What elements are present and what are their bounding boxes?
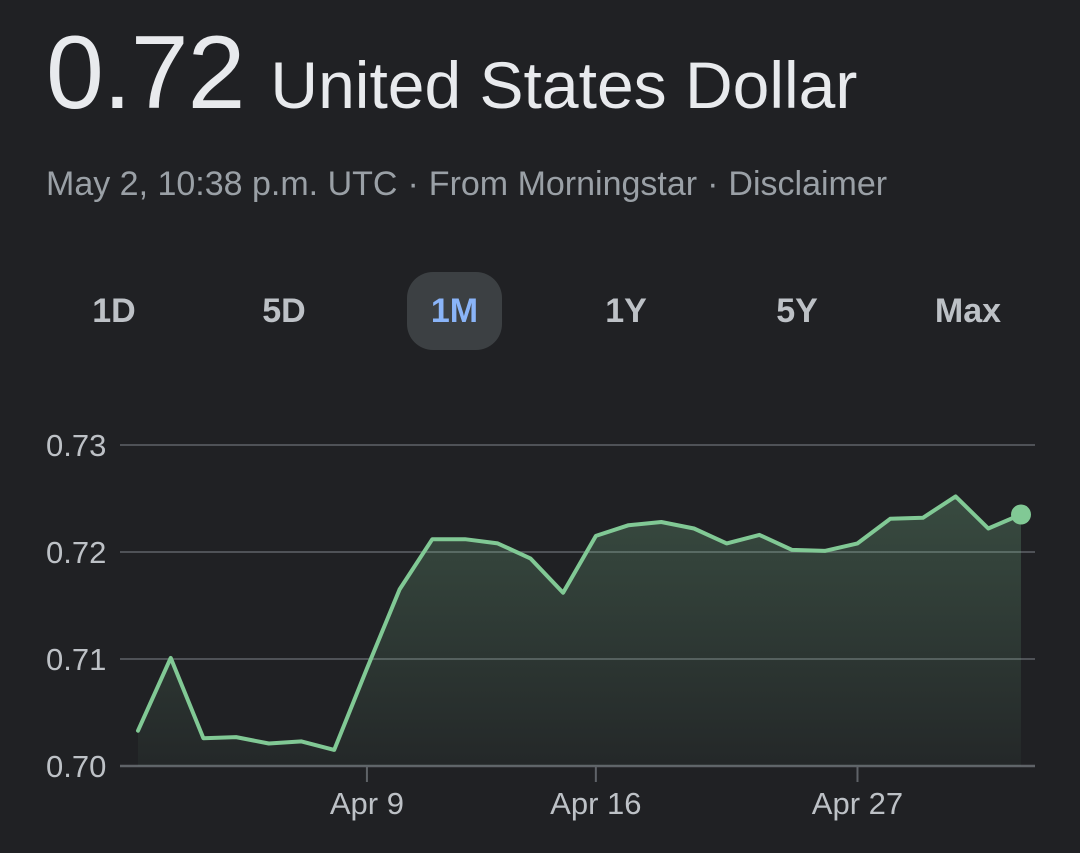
x-tick-label: Apr 27 [812, 786, 903, 821]
data-point [168, 655, 174, 661]
data-point [691, 525, 697, 531]
data-point [626, 522, 632, 528]
tab-1y[interactable]: 1Y [605, 292, 647, 330]
data-point [854, 540, 860, 546]
y-tick-label: 0.72 [46, 535, 106, 570]
header: 0.72 United States Dollar [46, 14, 857, 133]
currency-name: United States Dollar [270, 48, 858, 122]
data-point [200, 735, 206, 741]
tab-max[interactable]: Max [934, 292, 1002, 330]
data-point [233, 734, 239, 740]
data-point [462, 536, 468, 542]
data-point [789, 547, 795, 553]
time-range-tabs: 1D 5D 1M 1Y 5Y Max [28, 272, 1052, 350]
data-point [397, 586, 403, 592]
data-point [658, 519, 664, 525]
data-point [560, 590, 566, 596]
data-point [985, 525, 991, 531]
tab-5y[interactable]: 5Y [776, 292, 818, 330]
meta-separator: · [407, 165, 419, 203]
x-tick-label: Apr 16 [550, 786, 641, 821]
y-tick-label: 0.73 [46, 428, 106, 463]
data-point [331, 747, 337, 753]
data-source: From Morningstar [428, 165, 698, 203]
tab-1m[interactable]: 1M [407, 272, 502, 350]
data-point [364, 666, 370, 672]
y-tick-label: 0.71 [46, 642, 106, 677]
current-value-dot [1011, 504, 1031, 525]
x-tick-label: Apr 9 [330, 786, 404, 821]
exchange-rate-value: 0.72 [46, 15, 245, 131]
data-point [527, 555, 533, 561]
data-point [822, 548, 828, 554]
data-point [593, 533, 599, 539]
meta-separator: · [707, 165, 719, 203]
disclaimer-link[interactable]: Disclaimer [728, 165, 888, 203]
quote-timestamp: May 2, 10:38 p.m. UTC [46, 165, 398, 203]
data-point [887, 516, 893, 522]
series-area [138, 496, 1021, 766]
data-point [953, 493, 959, 499]
tab-5d[interactable]: 5D [262, 292, 306, 330]
tab-1d[interactable]: 1D [92, 292, 136, 330]
data-point [266, 741, 272, 747]
data-point [429, 536, 435, 542]
data-point [756, 532, 762, 538]
data-point [495, 540, 501, 546]
y-tick-label: 0.70 [46, 749, 106, 784]
price-chart[interactable]: 0.73 0.72 0.71 0.70 Apr 9 Apr 16 Apr 27 [0, 400, 1080, 853]
data-point [299, 738, 305, 744]
data-point [135, 728, 141, 734]
data-point [724, 540, 730, 546]
data-point [920, 515, 926, 521]
quote-meta: May 2, 10:38 p.m. UTC · From Morningstar · D… [46, 165, 887, 204]
series-line [136, 494, 1023, 752]
